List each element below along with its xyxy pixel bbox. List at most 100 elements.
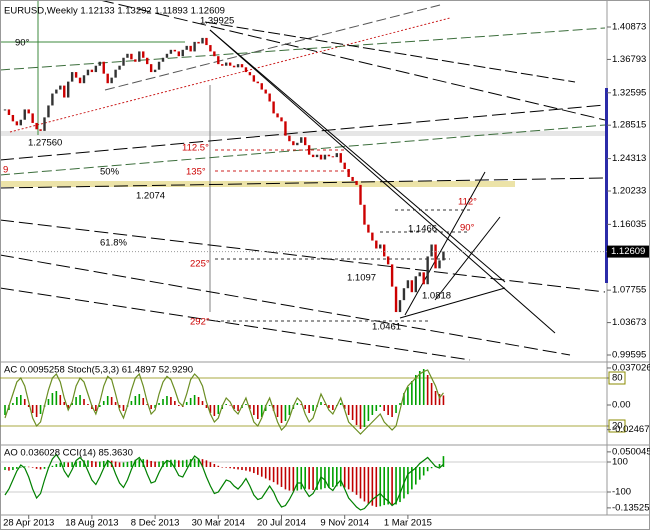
histogram-bar	[201, 401, 204, 405]
histogram-bar	[221, 467, 224, 468]
annotation: 50%	[100, 167, 120, 178]
candle	[201, 37, 204, 44]
histogram-bar	[426, 375, 429, 405]
histogram-bar	[83, 399, 85, 405]
histogram-bar	[367, 467, 370, 504]
x-tick-label: 28 Apr 2013	[3, 518, 54, 529]
candle	[371, 232, 374, 241]
candle	[327, 154, 331, 157]
y-tick-label: 1.40873	[612, 22, 646, 33]
histogram-bar	[249, 405, 251, 409]
histogram-bar	[395, 405, 397, 413]
histogram-bar	[296, 467, 299, 491]
x-tick-label: 1 Mar 2015	[384, 518, 432, 529]
histogram-bar	[83, 460, 85, 468]
annotation: 1.0461	[372, 322, 401, 333]
candle	[173, 49, 177, 52]
candle	[434, 244, 437, 269]
dash-line	[0, 254, 571, 356]
candle	[319, 154, 323, 160]
histogram-bar	[12, 467, 14, 471]
histogram-bar	[174, 401, 176, 405]
candle	[51, 93, 54, 106]
annotation: 1.0818	[422, 291, 451, 302]
histogram-bar	[367, 405, 370, 421]
histogram-bar	[146, 459, 148, 468]
histogram-bar	[324, 467, 326, 489]
x-tick-label: 8 Dec 2013	[131, 518, 180, 529]
candle	[256, 81, 259, 84]
histogram-bar	[387, 467, 389, 505]
histogram-bar	[304, 405, 306, 409]
candle	[252, 75, 256, 82]
dash-line	[0, 104, 606, 161]
histogram-bar	[280, 405, 283, 423]
candle	[7, 109, 11, 115]
histogram-bar	[75, 461, 77, 468]
y-tick-label: 100	[612, 457, 628, 468]
histogram-bar	[138, 394, 141, 405]
histogram-bar	[260, 467, 263, 477]
histogram-bar	[114, 402, 117, 405]
candle	[47, 105, 50, 118]
histogram-bar	[241, 467, 243, 471]
histogram-bar	[27, 466, 30, 468]
y-tick-label: 1.28515	[612, 120, 646, 131]
histogram-bar	[4, 467, 6, 471]
candle	[169, 49, 173, 54]
candle	[82, 75, 86, 84]
histogram-bar	[391, 467, 393, 506]
candle	[98, 61, 101, 66]
histogram-bar	[304, 467, 306, 489]
candle	[315, 154, 319, 158]
candle	[430, 244, 433, 257]
histogram-bar	[308, 405, 310, 413]
histogram-bar	[27, 405, 30, 407]
histogram-bar	[189, 398, 192, 405]
annotation: 1.1097	[347, 273, 376, 284]
candle	[276, 113, 279, 118]
candle	[11, 114, 15, 122]
triangle-line	[399, 287, 506, 319]
candle	[146, 57, 149, 65]
histogram-bar	[237, 405, 239, 411]
histogram-bar	[67, 462, 69, 468]
histogram-bar	[134, 459, 137, 468]
candle	[161, 57, 165, 62]
candle	[55, 89, 58, 94]
candle	[343, 162, 346, 170]
histogram-bar	[229, 467, 231, 469]
candle	[90, 69, 94, 73]
histogram-bar	[106, 396, 109, 405]
histogram-bar	[205, 405, 208, 408]
candle	[351, 176, 354, 181]
candle	[402, 288, 406, 301]
histogram-bar	[166, 396, 168, 405]
candle	[422, 272, 425, 285]
histogram-bar	[399, 403, 401, 405]
candle	[386, 256, 390, 265]
histogram-bar	[55, 463, 58, 468]
candle	[375, 240, 378, 249]
histogram-bar	[67, 405, 69, 408]
histogram-bar	[213, 405, 216, 416]
histogram-bar	[106, 460, 109, 468]
panel-title: AC 0.0095258 Stoch(5,3,3) 61.4897 52.929…	[4, 365, 193, 376]
candle	[157, 61, 161, 70]
candle	[153, 69, 157, 73]
histogram-bar	[197, 397, 200, 405]
x-tick-label: 20 Jul 2014	[257, 518, 306, 529]
histogram-bar	[75, 397, 77, 405]
candle	[39, 129, 42, 131]
histogram-bar	[71, 403, 73, 405]
candle	[394, 286, 398, 313]
candle	[292, 141, 295, 146]
histogram-bar	[383, 405, 385, 411]
annotation: 61.8%	[100, 238, 127, 249]
candle	[359, 184, 362, 205]
y-tick-label: 1.16035	[612, 219, 646, 230]
histogram-bar	[51, 465, 54, 468]
x-tick-label: 9 Nov 2014	[320, 518, 369, 529]
histogram-bar	[355, 467, 358, 495]
